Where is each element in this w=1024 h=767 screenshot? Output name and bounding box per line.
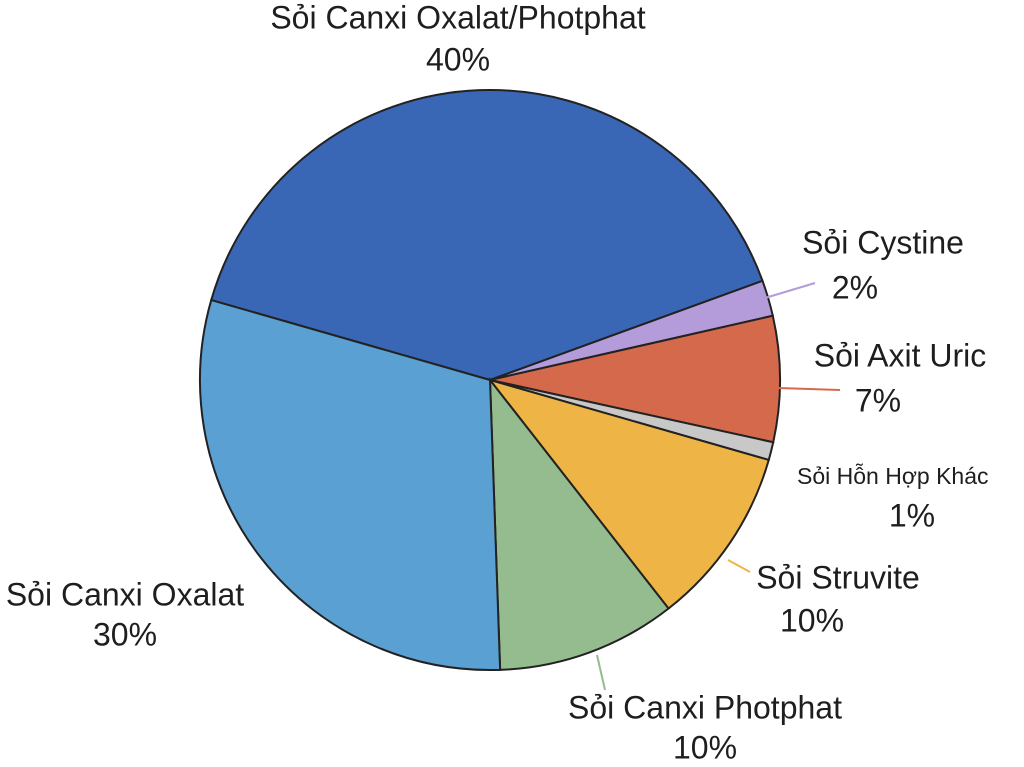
slice-label: Sỏi Cystine: [802, 224, 964, 260]
slice-value-label: 7%: [855, 382, 901, 418]
leader-line: [764, 282, 816, 299]
slice-label: Sỏi Axit Uric: [814, 337, 986, 373]
leader-line: [777, 387, 841, 391]
slice-label: Sỏi Hỗn Hợp Khác: [797, 463, 989, 489]
slice-label: Sỏi Canxi Oxalat: [6, 576, 244, 612]
slice-label: Sỏi Struvite: [756, 559, 920, 595]
slice-label: Sỏi Canxi Oxalat/Photphat: [270, 0, 645, 35]
leader-line: [727, 559, 751, 573]
slice-label: Sỏi Canxi Photphat: [568, 689, 842, 725]
pie-slice: [489, 314, 781, 444]
slice-value-label: 1%: [889, 497, 935, 533]
pie-slice: [199, 298, 502, 671]
slice-value-label: 30%: [93, 616, 157, 652]
slice-value-label: 40%: [426, 41, 490, 77]
pie-slice: [209, 89, 764, 382]
slice-value-label: 10%: [780, 602, 844, 638]
pie-slice: [487, 378, 771, 610]
slice-value-label: 10%: [673, 729, 737, 765]
slice-value-label: 2%: [832, 269, 878, 305]
pie-slice: [488, 376, 670, 671]
leader-line: [596, 654, 606, 691]
